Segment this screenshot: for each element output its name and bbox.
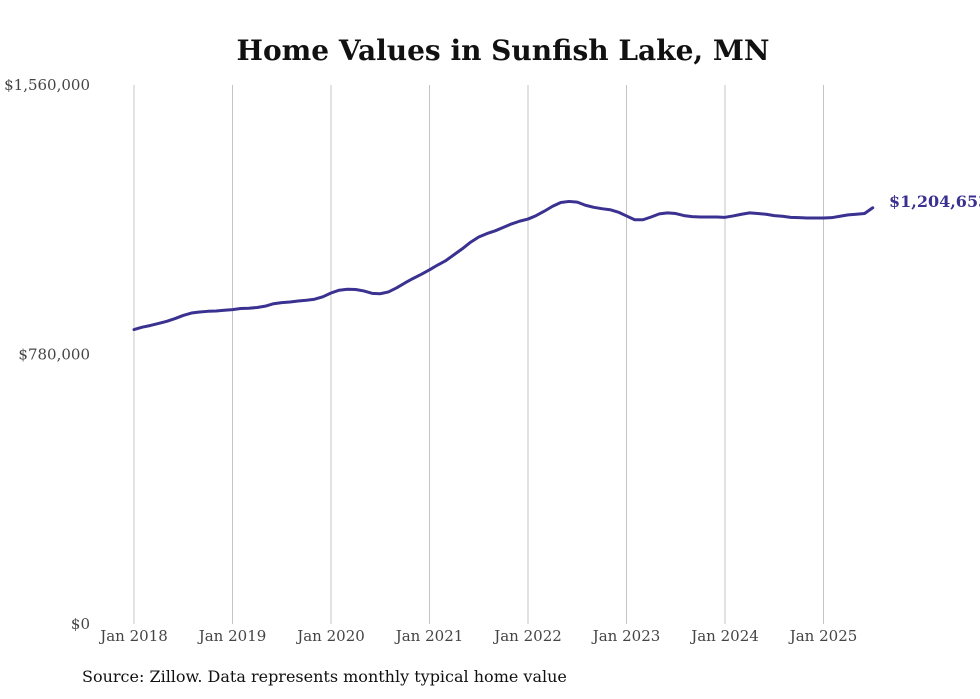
series-layer [132,199,875,332]
x-tick-label: Jan 2024 [689,627,759,645]
y-tick-label: $0 [71,615,90,633]
x-axis-ticks: Jan 2018 Jan 2019 Jan 2020 Jan 2021 Jan 2022… [98,627,857,645]
x-tick-label: Jan 2019 [197,627,267,645]
source-note: Source: Zillow. Data represents monthly … [82,667,567,686]
vertical-grid [133,85,824,624]
x-tick-label: Jan 2025 [788,627,858,645]
x-tick-label: Jan 2023 [591,627,661,645]
y-tick-label: $780,000 [18,346,90,364]
x-tick-label: Jan 2020 [295,627,365,645]
end-value-label: $1,204,653 [889,192,980,211]
y-tick-label: $1,560,000 [4,76,90,94]
y-axis-ticks: $0 $780,000 $1,560,000 [4,76,90,633]
series-line [132,199,875,332]
x-tick-label: Jan 2022 [492,627,562,645]
x-tick-label: Jan 2021 [394,627,464,645]
x-tick-label: Jan 2018 [98,627,168,645]
chart-title: Home Values in Sunfish Lake, MN [237,34,770,67]
